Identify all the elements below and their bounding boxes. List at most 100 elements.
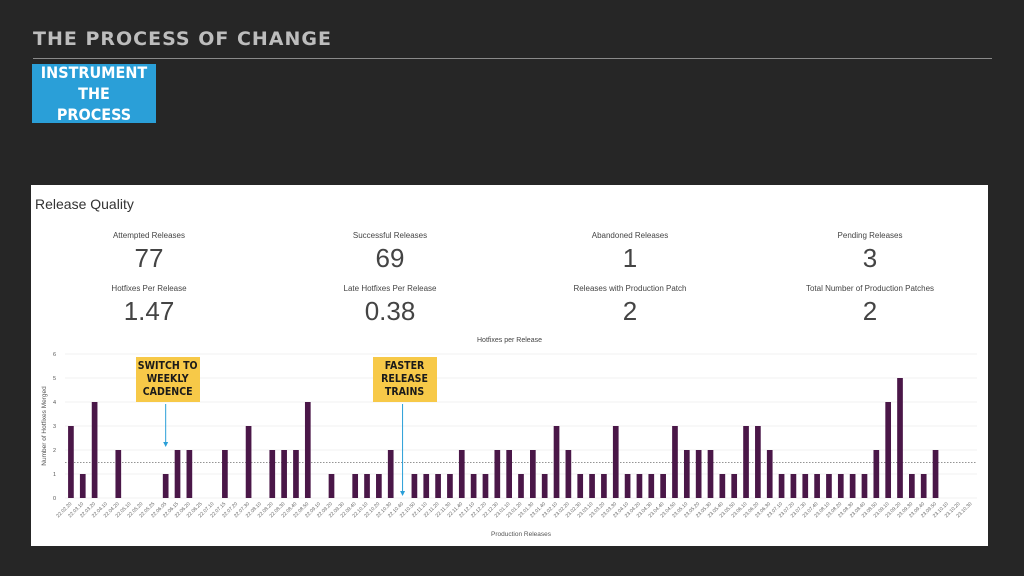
y-tick-label: 0 <box>53 496 56 502</box>
bar <box>707 450 714 498</box>
bar <box>672 426 678 498</box>
bar <box>778 474 785 498</box>
bar <box>612 426 619 498</box>
stat-value: 1.47 <box>123 296 175 326</box>
bar <box>790 474 797 498</box>
stat-label: Late Hotfixes Per Release <box>343 284 437 293</box>
stat-label: Releases with Production Patch <box>573 284 687 293</box>
bar <box>553 426 560 498</box>
bar <box>447 474 453 498</box>
bar <box>565 450 572 498</box>
bar <box>304 402 311 498</box>
bar <box>802 474 809 498</box>
bar <box>269 450 276 498</box>
y-axis-label: Number of Hotfixes Merged <box>41 386 48 466</box>
stat-label: Hotfixes Per Release <box>111 284 187 293</box>
bar <box>766 450 773 498</box>
stat-value: 69 <box>375 243 405 273</box>
bar <box>660 474 666 498</box>
bar <box>245 426 252 498</box>
bar <box>814 474 820 498</box>
stat-value: 3 <box>862 243 878 273</box>
bar <box>601 474 607 498</box>
x-axis-label: Production Releases <box>491 531 552 538</box>
bar <box>115 450 122 498</box>
bar <box>589 474 595 498</box>
bar <box>624 474 631 498</box>
bar <box>530 450 536 498</box>
bar <box>743 426 749 498</box>
bar <box>849 474 856 498</box>
annotation-arrowhead <box>400 491 406 496</box>
slide-title: THE PROCESS OF CHANGE <box>33 28 332 50</box>
bar <box>352 474 359 498</box>
bar <box>885 402 892 498</box>
stat-hotfixes-per-release: Hotfixes Per Release 1.47 <box>49 284 249 327</box>
y-tick-label: 2 <box>53 448 56 454</box>
y-tick-label: 1 <box>53 472 56 478</box>
stat-label: Attempted Releases <box>112 231 186 240</box>
bar <box>364 474 370 498</box>
bar <box>873 450 880 498</box>
bar <box>411 474 418 498</box>
callout-weekly-cadence: SWITCH TO WEEKLY CADENCE <box>135 357 200 402</box>
bar <box>648 474 655 498</box>
stat-value: 77 <box>134 243 164 273</box>
bar <box>861 474 868 498</box>
annotation-arrowhead <box>163 442 169 447</box>
bar <box>719 474 726 498</box>
bar <box>186 450 193 498</box>
bar <box>435 474 441 498</box>
bar <box>897 378 903 498</box>
stat-value: 2 <box>862 296 878 326</box>
bar <box>458 450 465 498</box>
hotfixes-bar-chart: 012345622.02.2022.03.1022.03.2022.04.102… <box>41 352 977 538</box>
bar <box>470 474 477 498</box>
y-tick-label: 3 <box>53 424 56 430</box>
stat-attempted-releases: Attempted Releases 77 <box>49 231 249 274</box>
bar <box>79 474 86 498</box>
stat-value: 2 <box>622 296 638 326</box>
stat-label: Total Number of Production Patches <box>805 284 935 293</box>
stat-pending-releases: Pending Releases 3 <box>770 231 970 274</box>
bar <box>174 450 181 498</box>
bar <box>91 402 98 498</box>
section-badge: INSTRUMENT THE PROCESS <box>32 63 156 124</box>
stat-value: 0.38 <box>364 296 416 326</box>
bar <box>920 474 927 498</box>
bar <box>328 474 335 498</box>
chart-title: Hotfixes per Release <box>477 337 542 344</box>
bar <box>494 450 501 498</box>
bar <box>577 474 584 498</box>
bar <box>826 474 832 498</box>
y-tick-label: 5 <box>53 376 56 382</box>
bar <box>423 474 430 498</box>
stat-label: Abandoned Releases <box>591 231 669 240</box>
bar <box>909 474 915 498</box>
bar <box>293 450 299 498</box>
bar <box>68 426 74 498</box>
bar <box>683 450 690 498</box>
stat-releases-with-production-patch: Releases with Production Patch 2 <box>530 284 730 327</box>
stat-abandoned-releases: Abandoned Releases 1 <box>530 231 730 274</box>
stat-value: 1 <box>622 243 638 273</box>
bar <box>636 474 643 498</box>
stat-successful-releases: Successful Releases 69 <box>290 231 490 274</box>
bar <box>518 474 524 498</box>
release-quality-panel: Release Quality Attempted Releases 77 Su… <box>31 185 988 546</box>
bar <box>482 474 489 498</box>
bar <box>695 450 702 498</box>
title-divider <box>33 58 992 59</box>
bar <box>837 474 844 498</box>
stat-late-hotfixes-per-release: Late Hotfixes Per Release 0.38 <box>290 284 490 327</box>
bar <box>755 426 761 498</box>
stat-total-production-patches: Total Number of Production Patches 2 <box>770 284 970 327</box>
bar <box>541 474 548 498</box>
stat-label: Pending Releases <box>837 231 903 240</box>
bar <box>731 474 738 498</box>
callout-faster-release-trains: FASTER RELEASE TRAINS <box>372 357 437 402</box>
bar <box>162 474 169 498</box>
y-tick-label: 4 <box>53 400 56 406</box>
bar <box>281 450 287 498</box>
stat-label: Successful Releases <box>352 231 428 240</box>
